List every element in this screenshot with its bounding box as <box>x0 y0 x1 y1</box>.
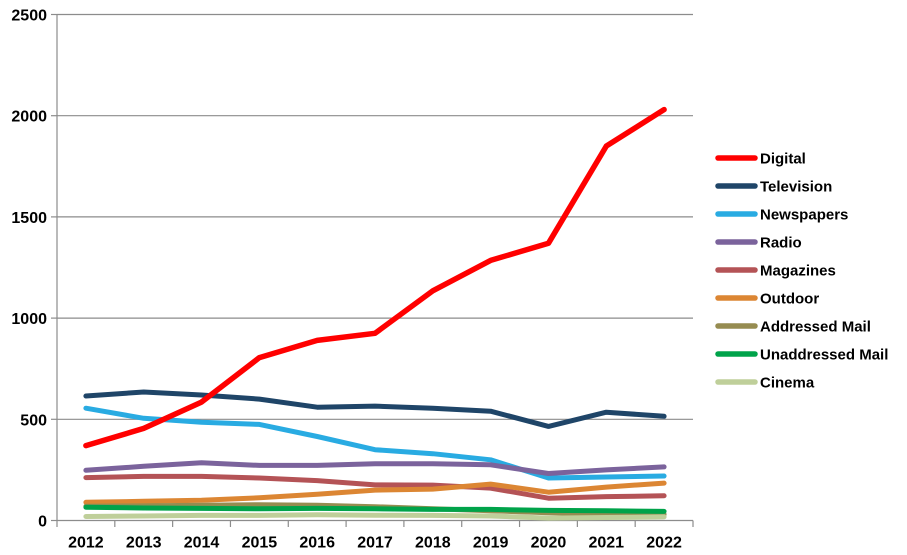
legend-label-cinema: Cinema <box>760 375 815 392</box>
x-axis-tick-label: 2022 <box>646 535 682 552</box>
series-line-digital <box>83 106 667 449</box>
legend-label-radio: Radio <box>760 235 802 252</box>
y-axis-tick-label: 1000 <box>11 311 47 328</box>
x-axis-tick-label: 2020 <box>531 535 567 552</box>
legend-label-television: Television <box>760 179 832 196</box>
x-axis-tick-label: 2014 <box>184 535 220 552</box>
series-line-unaddressed-mail <box>83 504 667 514</box>
series-line-television <box>83 389 667 429</box>
x-axis-tick-label: 2016 <box>299 535 335 552</box>
legend-label-unaddressed-mail: Unaddressed Mail <box>760 347 888 364</box>
series-line-cinema <box>83 512 667 521</box>
x-axis-tick-label: 2013 <box>126 535 162 552</box>
series-line-newspapers <box>83 405 667 481</box>
series-line-radio <box>83 460 667 476</box>
x-axis-tick-label: 2015 <box>242 535 278 552</box>
series-line-magazines <box>83 473 667 501</box>
y-axis-tick-label: 500 <box>20 412 47 429</box>
series-line-outdoor <box>83 480 667 505</box>
legend-label-addressed-mail: Addressed Mail <box>760 319 871 336</box>
x-axis-tick-label: 2019 <box>473 535 509 552</box>
y-axis-tick-label: 1500 <box>11 210 47 227</box>
x-axis-tick-label: 2017 <box>357 535 393 552</box>
legend-label-outdoor: Outdoor <box>760 291 819 308</box>
y-axis-tick-label: 2000 <box>11 109 47 126</box>
legend-label-digital: Digital <box>760 151 806 168</box>
y-axis-tick-label: 0 <box>38 514 47 531</box>
legend-label-newspapers: Newspapers <box>760 207 848 224</box>
legend-label-magazines: Magazines <box>760 263 836 280</box>
x-axis-tick-label: 2021 <box>588 535 624 552</box>
y-axis-tick-label: 2500 <box>11 8 47 25</box>
x-axis-tick-label: 2018 <box>415 535 451 552</box>
x-axis-tick-label: 2012 <box>68 535 104 552</box>
